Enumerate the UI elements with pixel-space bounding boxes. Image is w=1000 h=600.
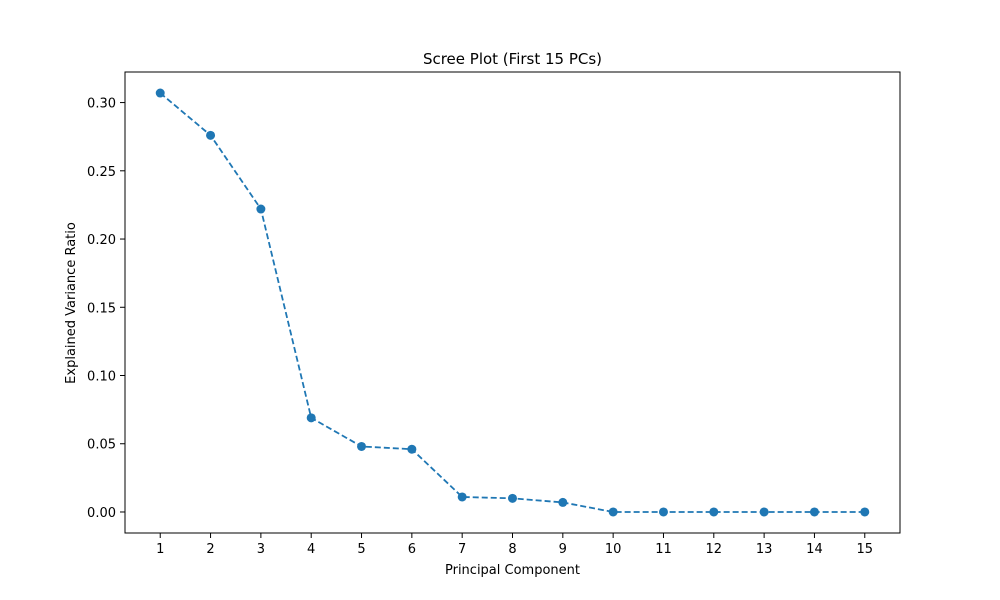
data-point-pc-10 <box>608 507 618 517</box>
data-point-pc-1 <box>155 88 165 98</box>
data-point-pc-7 <box>457 492 467 502</box>
data-point-pc-12 <box>709 507 719 517</box>
data-point-pc-3 <box>256 204 266 214</box>
x-tick-label-1: 1 <box>156 542 164 557</box>
x-tick-label-11: 11 <box>655 542 672 557</box>
x-tick-label-3: 3 <box>257 542 265 557</box>
x-tick-label-2: 2 <box>206 542 214 557</box>
x-tick-label-12: 12 <box>706 542 723 557</box>
data-point-pc-11 <box>658 507 668 517</box>
y-tick-label-3: 0.15 <box>87 301 116 316</box>
data-point-pc-8 <box>508 493 517 503</box>
x-tick-label-4: 4 <box>307 542 315 557</box>
x-tick-label-9: 9 <box>559 542 567 557</box>
data-point-pc-14 <box>809 507 819 517</box>
x-tick-label-10: 10 <box>605 542 622 557</box>
chart-title: Scree Plot (First 15 PCs) <box>423 50 602 68</box>
y-axis-label: Explained Variance Ratio <box>64 222 79 384</box>
data-point-pc-4 <box>306 413 316 423</box>
x-tick-label-6: 6 <box>408 542 416 557</box>
y-tick-label-5: 0.25 <box>87 165 116 180</box>
x-tick-label-8: 8 <box>508 542 516 557</box>
data-point-pc-6 <box>407 444 417 454</box>
x-axis-label: Principal Component <box>445 563 580 578</box>
data-point-pc-15 <box>860 507 870 517</box>
x-tick-label-13: 13 <box>756 542 773 557</box>
y-tick-label-2: 0.10 <box>87 370 116 385</box>
x-tick-label-5: 5 <box>357 542 365 557</box>
x-tick-label-15: 15 <box>856 542 873 557</box>
x-tick-label-14: 14 <box>806 542 823 557</box>
y-tick-label-0: 0.00 <box>87 506 116 521</box>
y-tick-label-1: 0.05 <box>87 438 116 453</box>
data-point-pc-2 <box>206 130 216 140</box>
data-point-pc-5 <box>357 441 367 451</box>
x-tick-label-7: 7 <box>458 542 466 557</box>
plot-area: 1 2 3 4 5 6 7 8 9 10 11 12 13 14 150.000.050.100.150.2… <box>87 71 901 557</box>
y-tick-label-4: 0.20 <box>87 233 116 248</box>
y-tick-label-6: 0.30 <box>87 97 116 112</box>
data-point-pc-9 <box>558 497 568 507</box>
data-point-pc-13 <box>759 507 769 517</box>
